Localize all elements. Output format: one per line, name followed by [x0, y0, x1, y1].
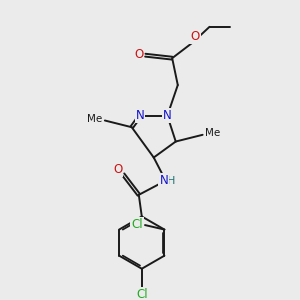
Text: Cl: Cl: [136, 288, 148, 300]
Text: O: O: [190, 30, 200, 43]
Text: N: N: [136, 109, 145, 122]
Text: N: N: [163, 109, 172, 122]
Text: O: O: [113, 163, 122, 176]
Text: H: H: [167, 176, 176, 186]
Text: Me: Me: [87, 114, 102, 124]
Text: Cl: Cl: [131, 218, 142, 231]
Text: O: O: [134, 48, 143, 61]
Text: N: N: [159, 174, 168, 187]
Text: Me: Me: [206, 128, 221, 138]
